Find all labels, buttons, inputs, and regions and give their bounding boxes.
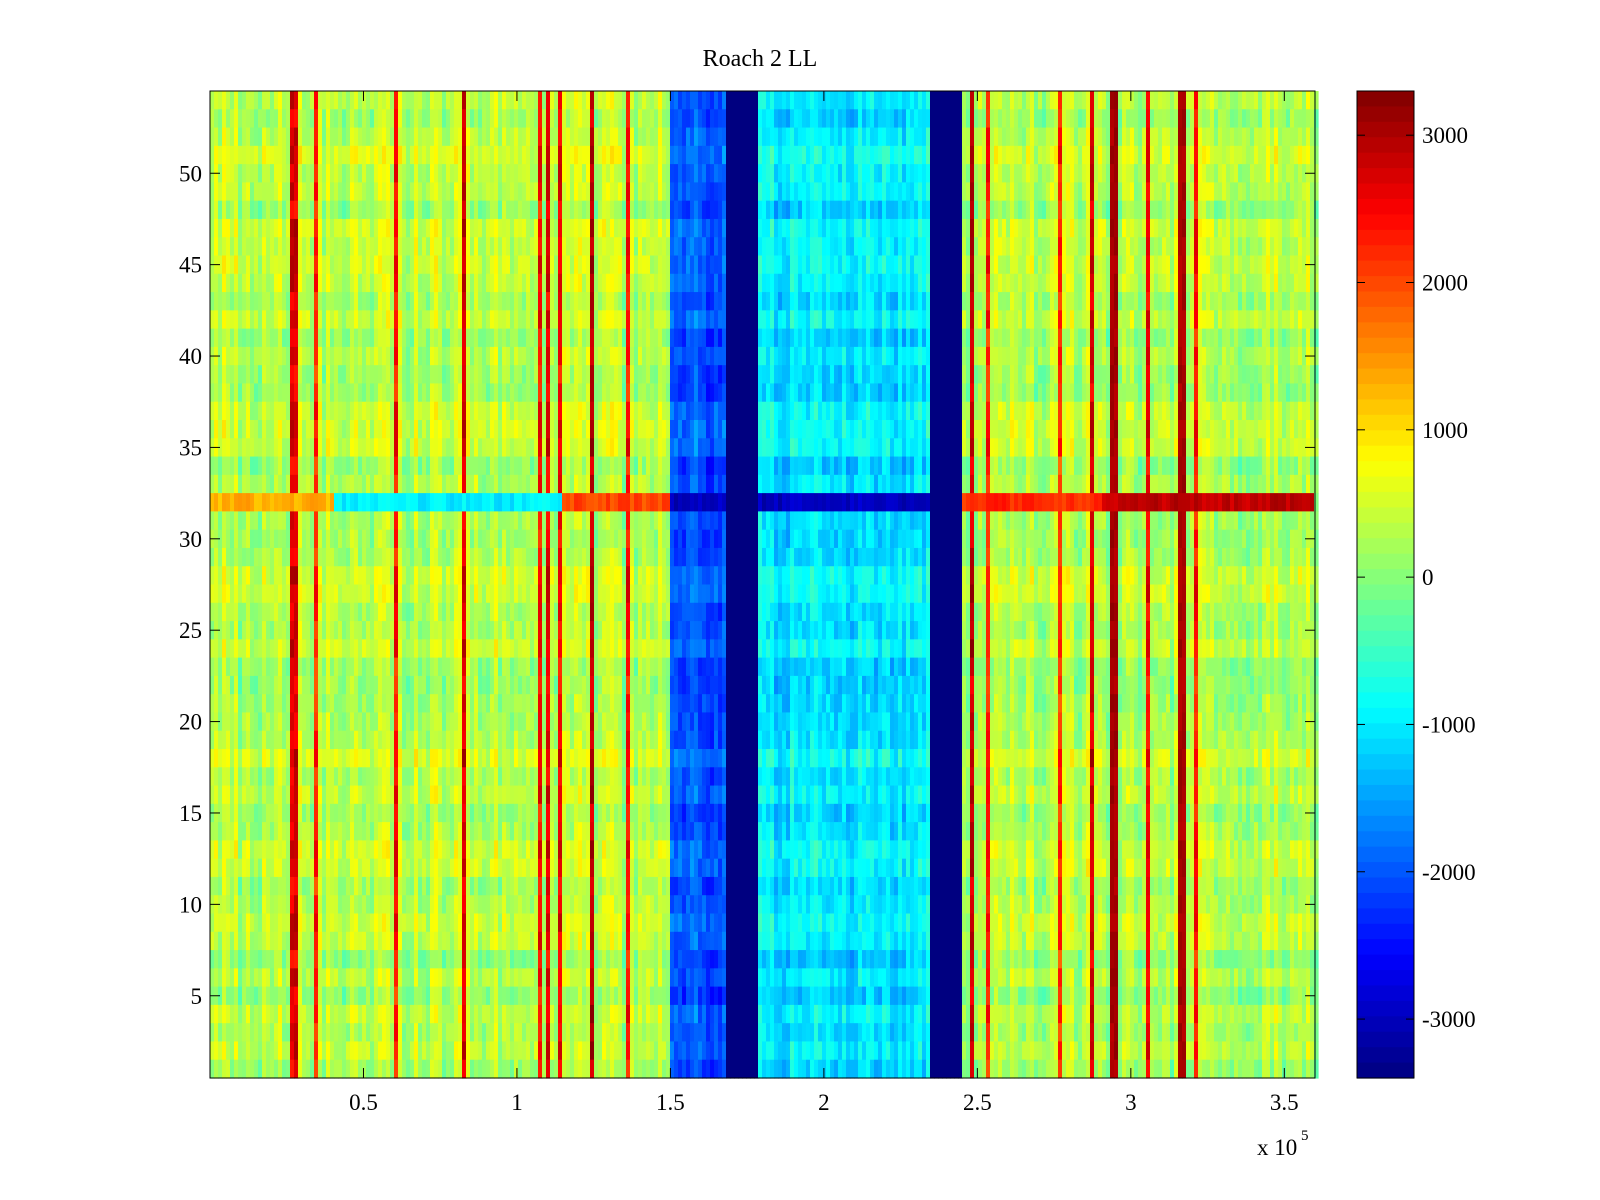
y-tick-label: 40 [179,344,202,369]
y-tick-label: 45 [179,253,202,278]
y-tick-label: 10 [179,892,202,917]
colorbar-tick-label: 2000 [1422,271,1468,296]
colorbar-tick-label: 3000 [1422,123,1468,148]
y-tick-label: 35 [179,435,202,460]
x-tick-label: 2 [818,1090,830,1115]
x-axis: 0.5 1 1.5 2 2.5 3 3.5 [349,91,1299,1115]
y-tick-label: 30 [179,527,202,552]
colorbar-tick-label: 1000 [1422,418,1468,443]
x-multiplier-label: x 10 [1257,1135,1297,1160]
colorbar-tick-label: -1000 [1422,712,1476,737]
x-tick-label: 2.5 [963,1090,992,1115]
chart-title: Roach 2 LL [703,46,818,72]
x-tick-label: 1.5 [656,1090,685,1115]
y-tick-label: 20 [179,710,202,735]
x-tick-label: 3.5 [1270,1090,1299,1115]
y-tick-label: 5 [191,984,203,1009]
colorbar [1357,91,1414,1079]
y-tick-label: 25 [179,618,202,643]
y-tick-label: 15 [179,801,202,826]
x-tick-label: 1 [511,1090,523,1115]
x-multiplier-exponent: 5 [1301,1128,1309,1144]
heatmap [210,91,1319,1079]
plot-frame [209,90,1316,1079]
y-tick-label: 50 [179,161,202,186]
colorbar-tick-label: -3000 [1422,1007,1476,1032]
colorbar-ticks: 3000 2000 1000 0 -1000 -2000 -3000 [1357,123,1476,1032]
colorbar-frame [1356,90,1415,1079]
x-tick-label: 3 [1125,1090,1137,1115]
colorbar-tick-label: -2000 [1422,860,1476,885]
y-axis: 5 10 15 20 25 30 35 40 45 50 [179,161,1315,1009]
colorbar-tick-label: 0 [1422,565,1434,590]
x-tick-label: 0.5 [349,1090,378,1115]
